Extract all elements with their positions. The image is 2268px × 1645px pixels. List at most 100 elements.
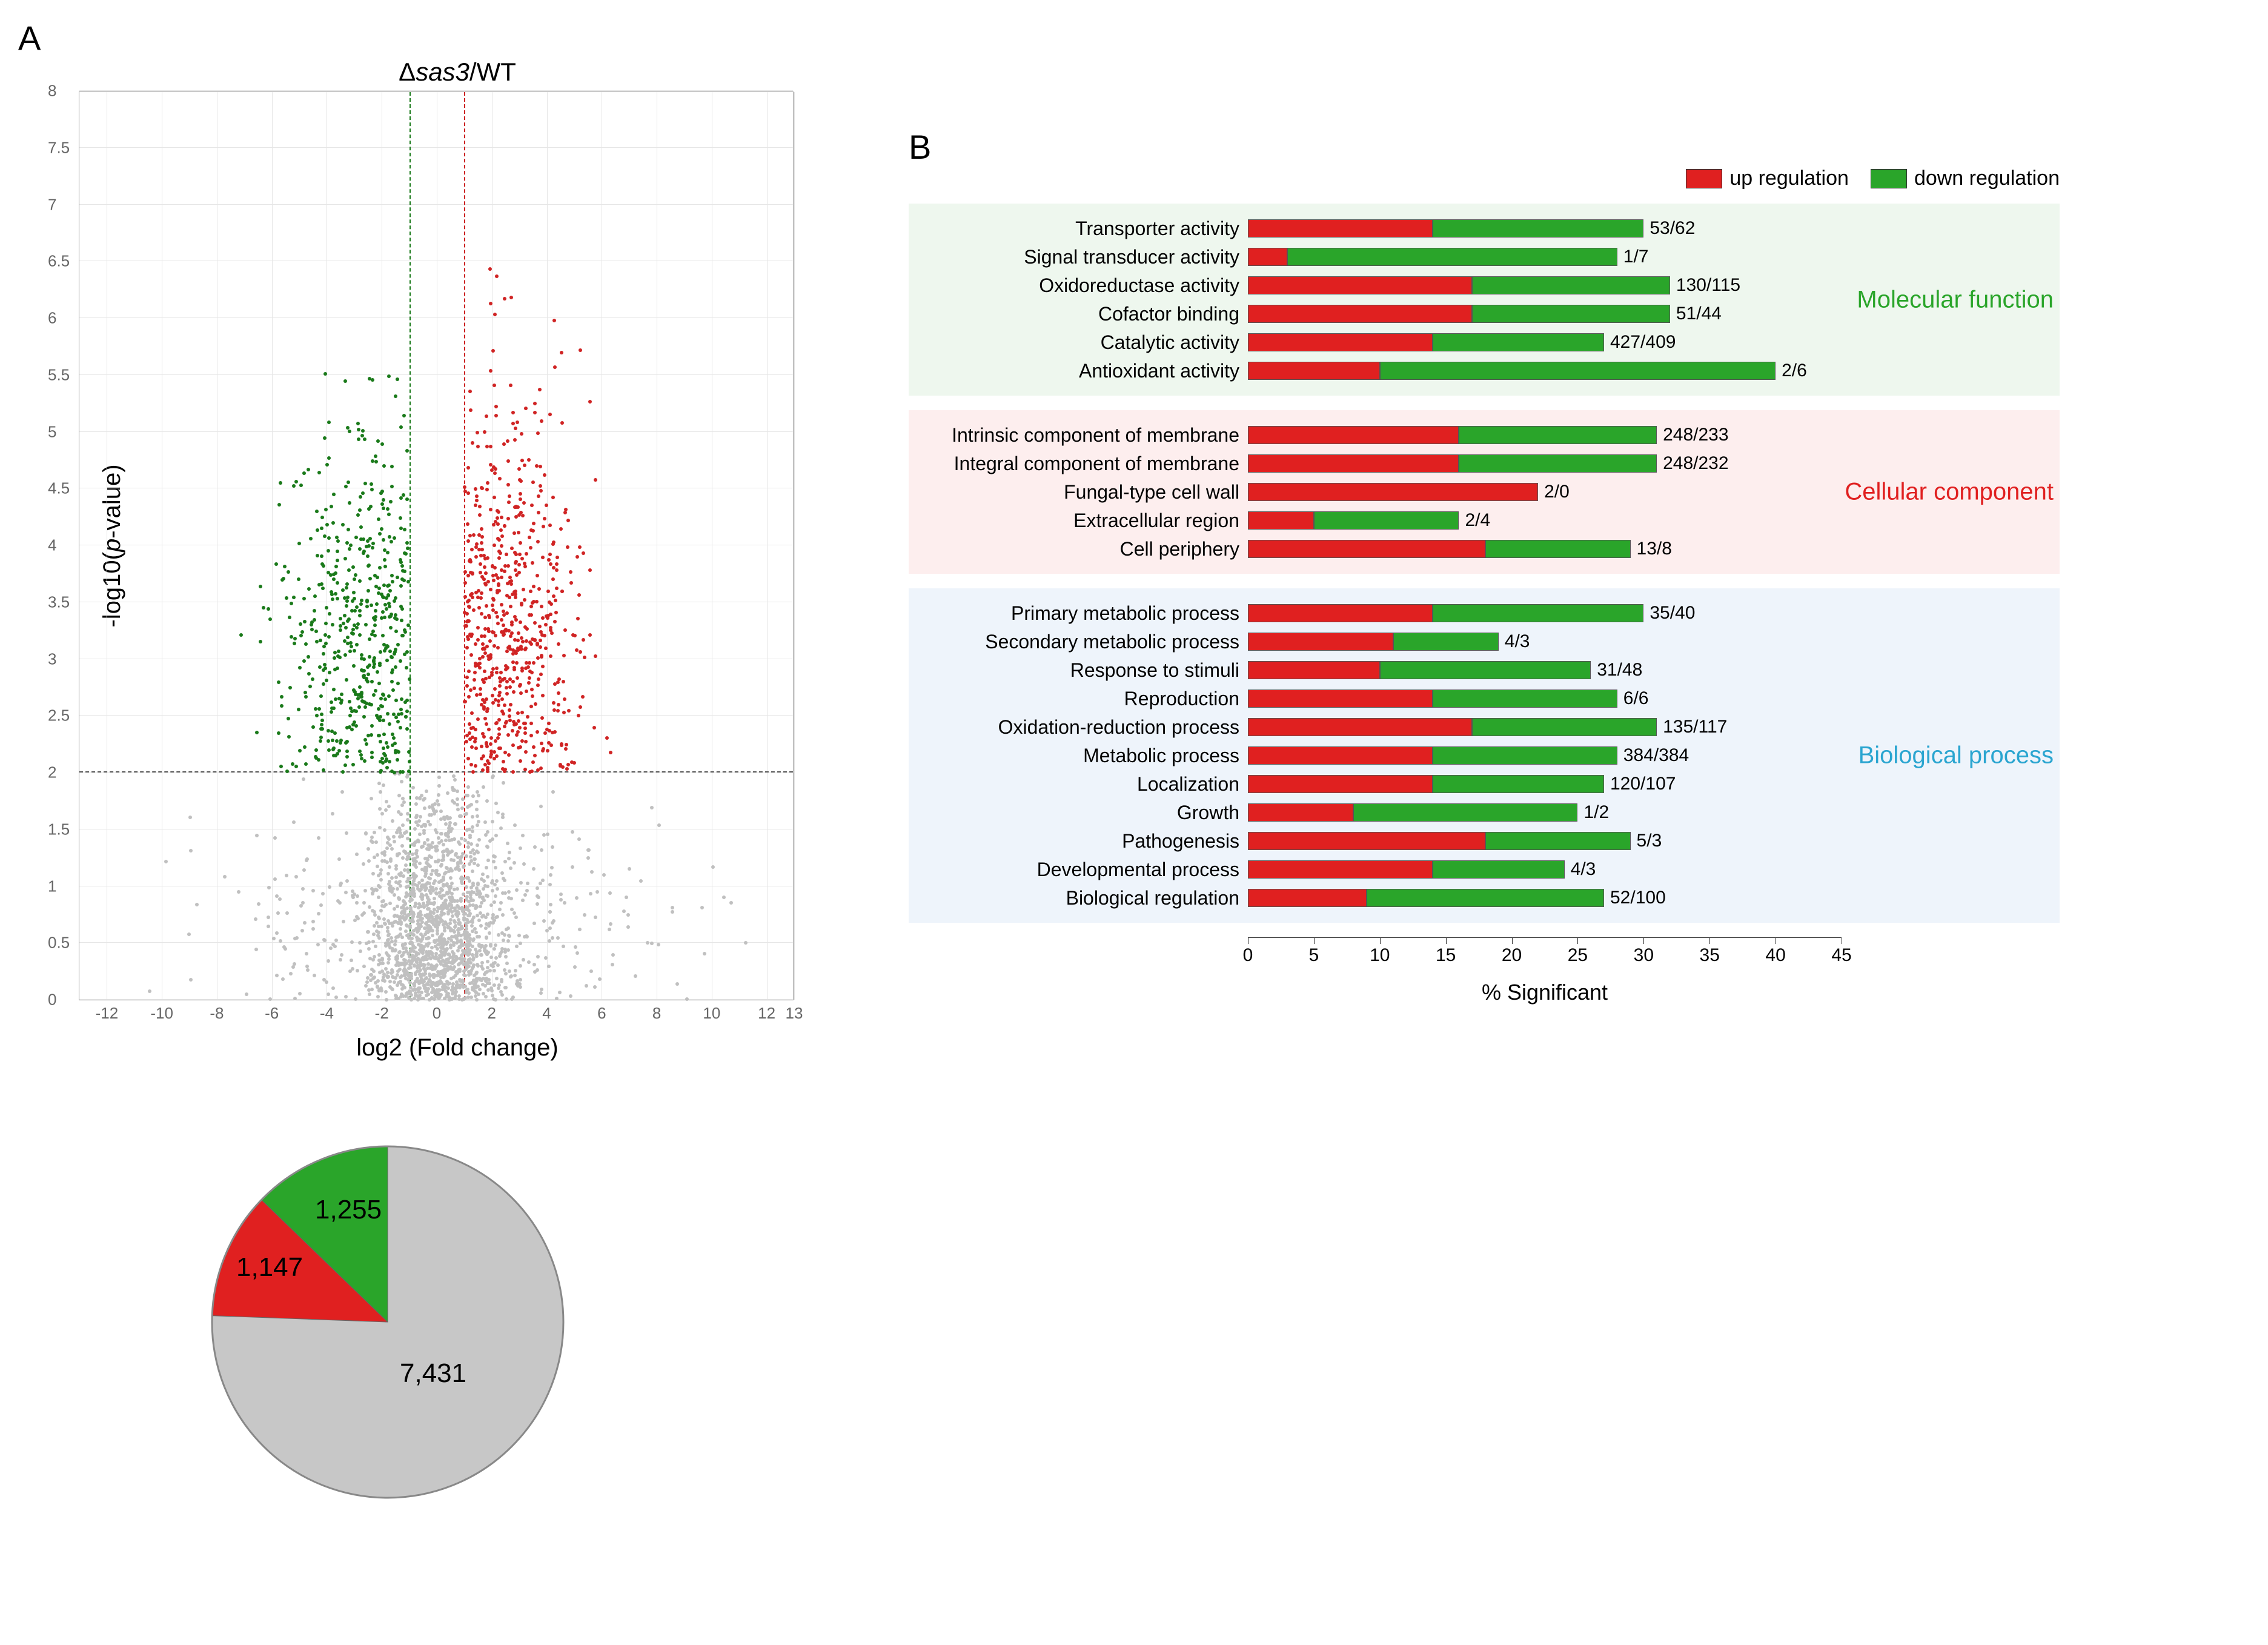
volcano-point: [485, 977, 488, 980]
go-bar-track: 120/107: [1248, 775, 1842, 793]
volcano-plot-wrap: Δsas3/WT -log10(p-value) -12-10-8-6-4-20…: [79, 58, 836, 1062]
volcano-point: [560, 421, 564, 425]
volcano-point: [449, 885, 453, 888]
volcano-point: [388, 760, 391, 763]
volcano-point: [509, 634, 512, 638]
volcano-point: [548, 883, 552, 886]
volcano-point: [476, 814, 479, 818]
volcano-point: [330, 710, 333, 714]
volcano-point: [371, 872, 375, 876]
volcano-point: [538, 388, 542, 391]
volcano-point: [297, 708, 300, 711]
volcano-point: [305, 859, 308, 862]
volcano-point: [386, 926, 390, 929]
volcano-point: [422, 902, 425, 905]
volcano-point: [553, 620, 557, 623]
go-row: Oxidation-reduction process135/117: [909, 714, 2060, 740]
volcano-point: [350, 959, 353, 962]
volcano-point: [492, 543, 496, 547]
volcano-point: [551, 496, 555, 499]
volcano-point: [302, 868, 306, 872]
volcano-point: [386, 975, 390, 979]
volcano-point: [506, 842, 509, 845]
volcano-point: [465, 935, 469, 939]
volcano-point: [445, 948, 448, 952]
volcano-point: [582, 551, 585, 555]
volcano-point: [257, 902, 260, 906]
volcano-point: [546, 590, 550, 593]
go-count: 120/107: [1604, 774, 1676, 794]
volcano-point: [349, 543, 353, 547]
volcano-point: [545, 728, 549, 731]
volcano-point: [302, 777, 305, 781]
volcano-point: [343, 763, 347, 767]
volcano-point: [388, 843, 392, 847]
volcano-point: [510, 908, 514, 911]
volcano-point: [368, 663, 371, 667]
go-bar-track: 35/40: [1248, 604, 1842, 622]
volcano-point: [513, 438, 517, 442]
volcano-point: [409, 897, 413, 900]
volcano-point: [489, 955, 493, 959]
volcano-point: [376, 985, 379, 989]
volcano-point: [298, 992, 302, 995]
volcano-point: [505, 962, 509, 965]
volcano-point: [294, 480, 298, 484]
volcano-point: [369, 979, 373, 982]
volcano-point: [372, 932, 376, 936]
volcano-point: [582, 638, 585, 642]
volcano-point: [522, 862, 526, 866]
go-count: 2/6: [1776, 361, 1807, 381]
go-count: 130/115: [1670, 275, 1740, 296]
go-bar-up: [1248, 633, 1393, 651]
volcano-point: [469, 995, 473, 999]
volcano-point: [530, 503, 534, 507]
volcano-point: [357, 705, 361, 709]
volcano-point: [422, 905, 426, 909]
volcano-point: [419, 895, 423, 899]
volcano-point: [369, 973, 373, 977]
volcano-point: [400, 962, 404, 966]
volcano-point: [528, 661, 531, 665]
volcano-point: [488, 639, 492, 643]
volcano-point: [439, 971, 442, 974]
volcano-point: [331, 943, 335, 946]
volcano-point: [542, 919, 546, 923]
volcano-point: [559, 898, 563, 902]
volcano-point: [611, 963, 614, 966]
volcano-point: [399, 659, 402, 663]
volcano-ytick: 7: [48, 195, 56, 214]
volcano-point: [436, 947, 439, 951]
volcano-point: [287, 735, 291, 739]
volcano-point: [388, 722, 391, 726]
volcano-point: [377, 591, 380, 595]
volcano-point: [406, 818, 409, 822]
volcano-point: [519, 745, 522, 749]
volcano-point: [354, 724, 358, 728]
volcano-point: [532, 522, 536, 525]
volcano-point: [539, 630, 543, 634]
volcano-point: [389, 859, 393, 863]
volcano-point: [511, 422, 515, 425]
volcano-point: [536, 540, 540, 543]
volcano-point: [507, 753, 511, 757]
volcano-point: [322, 682, 325, 686]
volcano-point: [498, 477, 502, 480]
volcano-point: [506, 517, 510, 520]
volcano-point: [417, 997, 421, 1000]
volcano-point: [315, 714, 319, 717]
go-xtick-label: 45: [1831, 945, 1851, 966]
volcano-point: [472, 937, 476, 941]
volcano-point: [484, 995, 488, 999]
volcano-point: [448, 839, 451, 842]
volcano-point: [344, 995, 348, 999]
volcano-point: [496, 622, 500, 625]
volcano-point: [426, 858, 429, 862]
volcano-point: [332, 746, 336, 750]
volcano-point: [468, 914, 471, 917]
volcano-point: [319, 639, 322, 642]
go-xtick-label: 0: [1243, 945, 1253, 966]
volcano-point: [285, 874, 288, 877]
volcano-point: [491, 965, 495, 968]
volcano-point: [488, 616, 491, 619]
